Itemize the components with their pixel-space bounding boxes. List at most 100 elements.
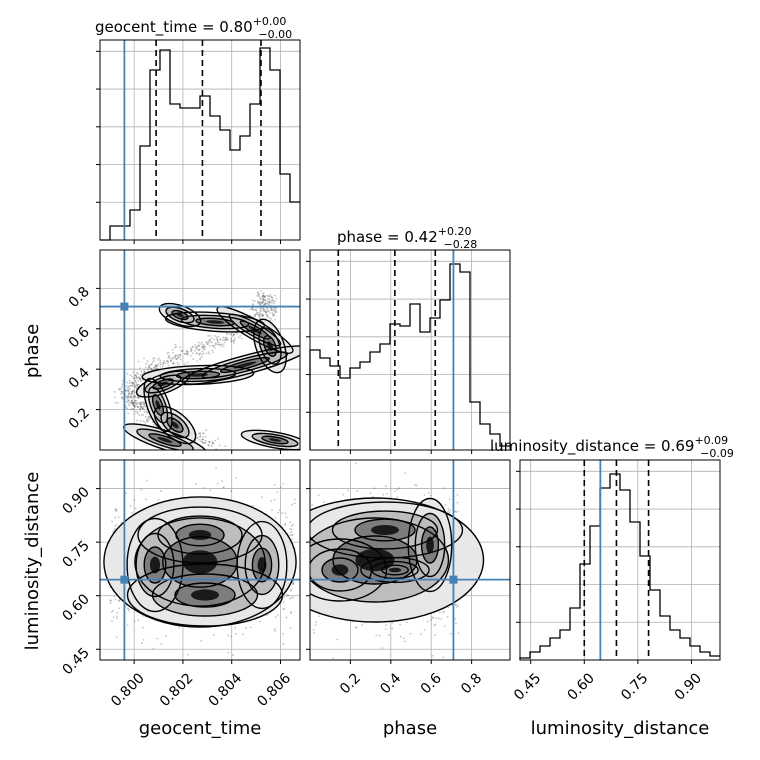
sample-point bbox=[174, 354, 177, 357]
sample-point bbox=[278, 508, 281, 511]
sample-point bbox=[148, 366, 151, 369]
sample-point bbox=[211, 349, 214, 352]
sample-point bbox=[317, 494, 320, 497]
sample-point bbox=[127, 395, 130, 398]
sample-point bbox=[179, 346, 181, 349]
sample-point bbox=[396, 488, 399, 491]
sample-point bbox=[131, 384, 134, 387]
sample-point bbox=[396, 496, 399, 499]
contour-line bbox=[354, 518, 416, 542]
sample-point bbox=[268, 300, 271, 302]
sample-point bbox=[131, 399, 133, 402]
panel-frame bbox=[309, 459, 511, 661]
sample-point bbox=[136, 377, 139, 380]
sample-point bbox=[161, 365, 164, 368]
sample-point bbox=[139, 377, 141, 380]
sample-point bbox=[134, 376, 137, 379]
sample-point bbox=[126, 624, 129, 626]
sample-point bbox=[162, 362, 165, 365]
sample-point bbox=[274, 311, 277, 314]
sample-point bbox=[137, 396, 140, 399]
sample-point bbox=[186, 353, 188, 355]
tick-label-y-luminosity_distance: 0.45 bbox=[59, 645, 92, 678]
sample-point bbox=[259, 620, 262, 623]
sample-point bbox=[355, 462, 358, 465]
sample-point bbox=[423, 494, 426, 496]
sample-point bbox=[267, 295, 270, 298]
sample-point bbox=[141, 379, 144, 381]
contour-line bbox=[103, 496, 297, 628]
sample-point bbox=[134, 379, 137, 382]
sample-point bbox=[404, 640, 406, 643]
density-layer bbox=[103, 467, 297, 656]
sample-point bbox=[381, 647, 384, 649]
sample-point bbox=[133, 396, 136, 399]
sample-point bbox=[140, 406, 143, 409]
sample-point bbox=[147, 417, 150, 420]
sample-point bbox=[211, 351, 214, 354]
sample-point bbox=[117, 599, 120, 602]
sample-point bbox=[131, 382, 133, 384]
sample-point bbox=[186, 350, 189, 353]
sample-point bbox=[113, 396, 116, 398]
sample-point bbox=[127, 388, 129, 391]
sample-point bbox=[133, 403, 135, 406]
contour-line bbox=[166, 417, 184, 433]
sample-point bbox=[409, 632, 412, 635]
sample-point bbox=[139, 408, 142, 410]
contour-line bbox=[219, 356, 271, 374]
sample-point bbox=[171, 348, 174, 351]
sample-point bbox=[198, 438, 201, 441]
tick-label-x-geocent_time: 0.800 bbox=[108, 670, 148, 710]
sample-point bbox=[391, 621, 394, 624]
sample-point bbox=[442, 656, 445, 659]
sample-point bbox=[141, 642, 143, 644]
sample-point bbox=[113, 390, 116, 393]
sample-point bbox=[288, 527, 291, 530]
sample-point bbox=[135, 376, 138, 379]
sample-point bbox=[263, 295, 265, 298]
sample-point bbox=[207, 341, 210, 344]
sample-point bbox=[384, 485, 387, 488]
sample-point bbox=[429, 494, 432, 497]
sample-point bbox=[150, 363, 153, 366]
sample-point bbox=[179, 355, 182, 357]
sample-point bbox=[443, 625, 446, 628]
sample-point bbox=[375, 634, 378, 637]
sample-point bbox=[197, 345, 200, 348]
sample-point bbox=[111, 520, 113, 523]
sample-point bbox=[118, 388, 121, 391]
contour-line bbox=[135, 532, 175, 598]
sample-point bbox=[255, 308, 257, 311]
sample-point bbox=[355, 626, 358, 629]
sample-point bbox=[139, 403, 142, 405]
sample-point bbox=[414, 484, 417, 486]
sample-point bbox=[143, 402, 146, 405]
sample-point bbox=[201, 341, 203, 344]
sample-point bbox=[268, 303, 270, 305]
sample-point bbox=[444, 504, 447, 507]
sample-point bbox=[264, 311, 267, 314]
sample-point bbox=[268, 316, 271, 319]
sample-point bbox=[194, 344, 197, 346]
sample-point bbox=[127, 389, 130, 392]
sample-point bbox=[332, 657, 335, 660]
sample-point bbox=[260, 314, 263, 317]
sample-point bbox=[274, 318, 277, 321]
sample-point bbox=[120, 396, 123, 399]
sample-point bbox=[189, 347, 192, 350]
sample-point bbox=[183, 353, 186, 355]
sample-point bbox=[434, 634, 437, 637]
sample-point bbox=[198, 353, 201, 356]
sample-point bbox=[125, 395, 128, 398]
sample-point bbox=[112, 616, 115, 619]
sample-point bbox=[160, 643, 163, 646]
sample-point bbox=[261, 301, 264, 304]
sample-point bbox=[109, 602, 112, 604]
sample-point bbox=[276, 491, 279, 494]
sample-point bbox=[208, 344, 211, 347]
sample-point bbox=[136, 384, 139, 387]
sample-point bbox=[260, 309, 263, 312]
sample-point bbox=[212, 345, 215, 347]
sample-point bbox=[235, 333, 238, 335]
